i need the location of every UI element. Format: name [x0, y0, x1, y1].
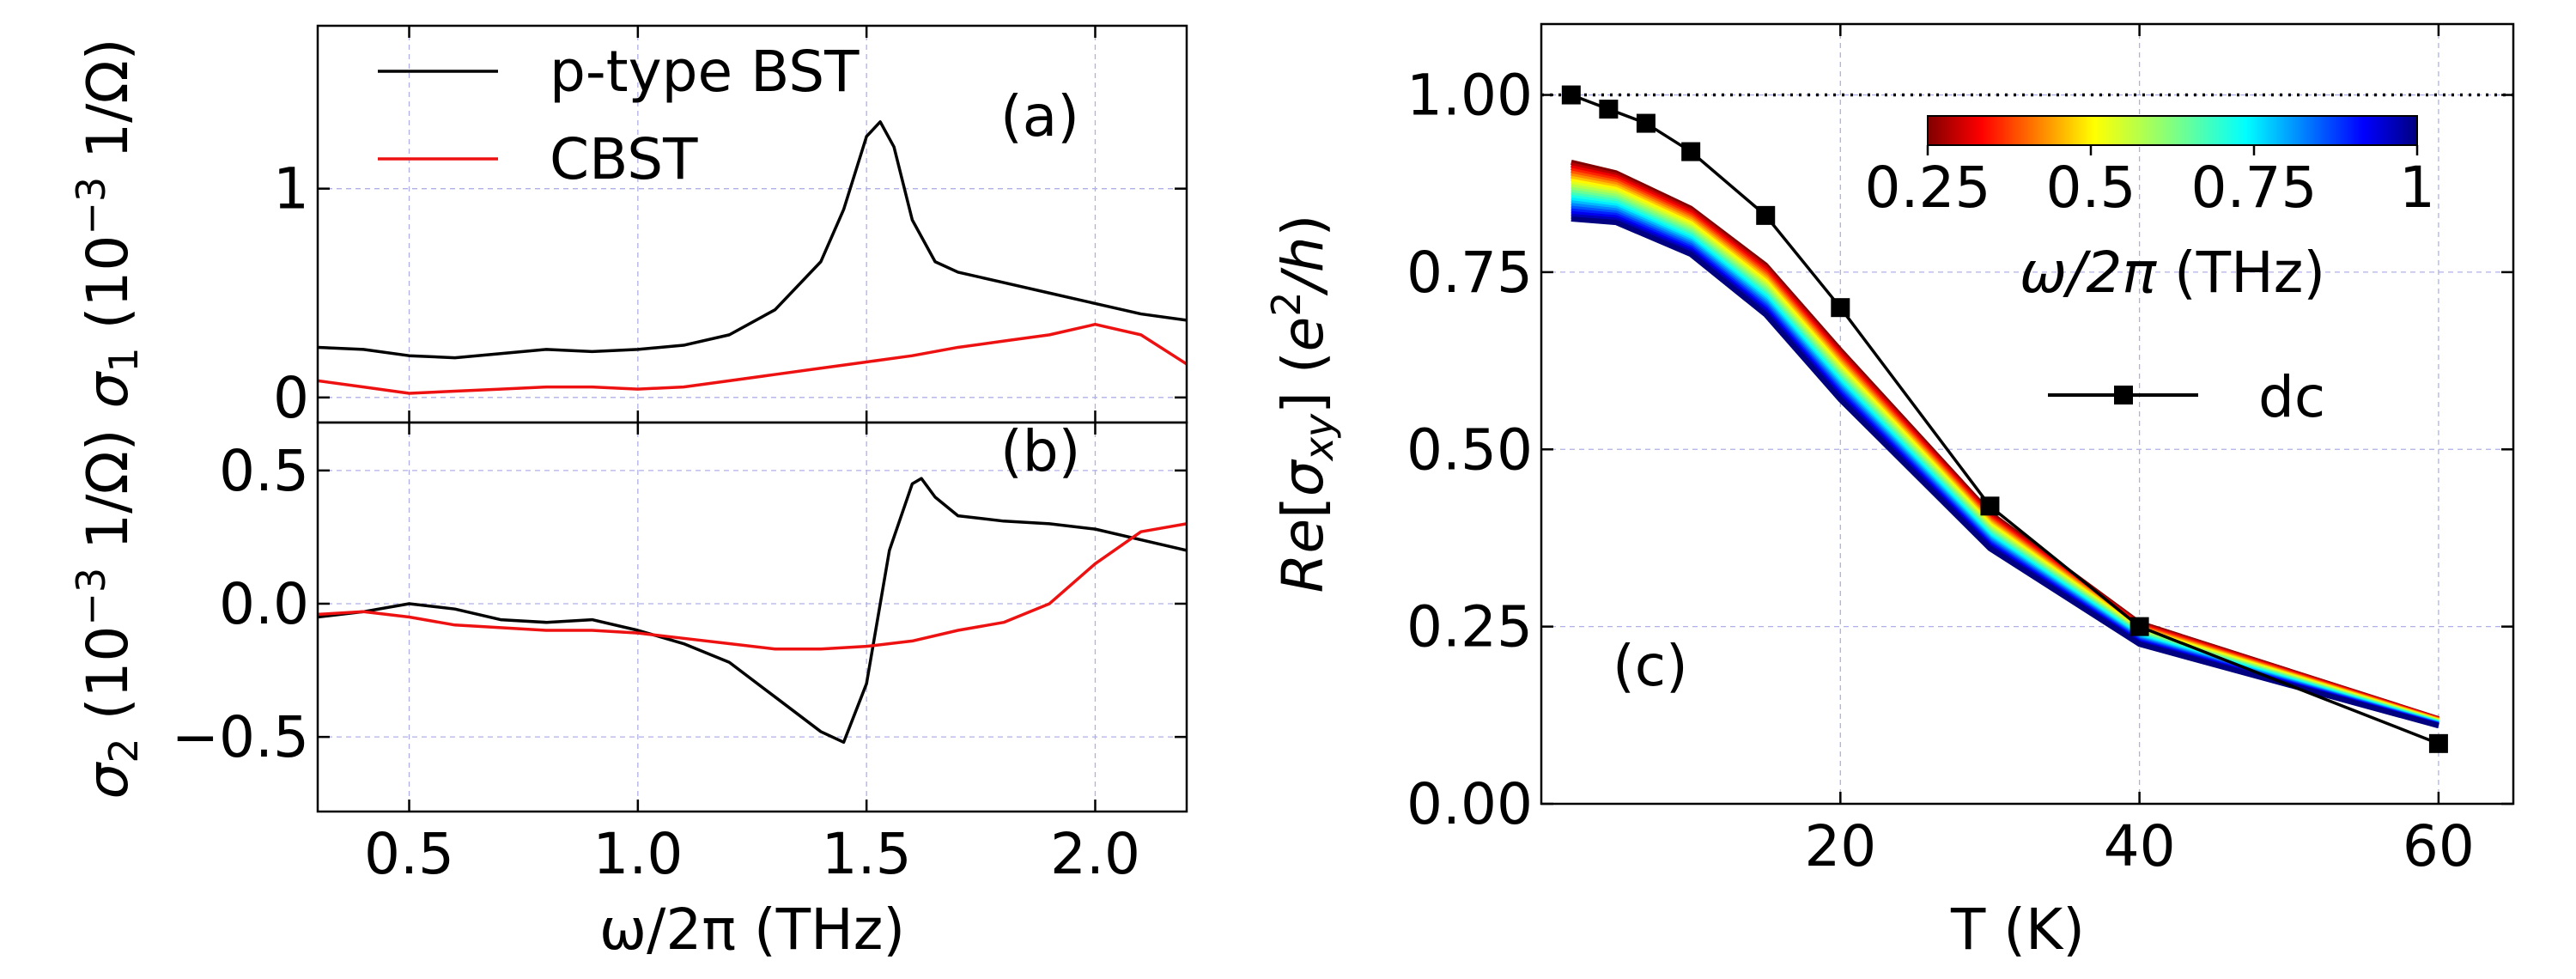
panel-c-ylabel-end: ) [1270, 215, 1336, 237]
colorbar-tick-label: 0.75 [2191, 155, 2318, 221]
x-tick-label: 2.0 [1050, 821, 1140, 887]
x-tick-label: 20 [1804, 813, 1876, 879]
panel-c-ticks: 0.00 0.25 0.50 0.75 1.00 20 40 60 [1406, 24, 2513, 879]
y-tick-label: 0.5 [219, 438, 309, 504]
panel-b-xlabel: ω/2π (THz) [599, 897, 905, 963]
dc-marker [1599, 100, 1619, 119]
dc-legend-label: dc [2258, 364, 2325, 430]
panel-b-grid [318, 423, 1187, 812]
x-tick-label: 40 [2104, 813, 2176, 879]
colorbar-gradient [1927, 115, 2418, 146]
series-line-p-type-bst [318, 477, 1187, 745]
y-tick-label: 1.00 [1406, 63, 1533, 129]
panel-b-frame [316, 421, 1188, 813]
dc-marker [1980, 496, 2000, 516]
dc-marker [1831, 298, 1850, 318]
panel-c-ylabel-sigma: σ [1270, 459, 1336, 496]
dc-marker [1681, 142, 1701, 161]
series-line-p-type-bst [318, 120, 1187, 360]
panel-b-ticks: −0.5 0.0 0.5 0.5 1.0 1.5 2.0 [172, 423, 1187, 887]
colorbar-label: ω/2π (THz) [2020, 240, 2325, 306]
panel-a-ylabel-exp: −3 [68, 177, 114, 235]
panel-a-ylabel-symbol: σ [75, 371, 141, 409]
panel-b-marks [318, 477, 1187, 745]
colorbar-tick-label: 1 [2399, 155, 2435, 221]
y-tick-label: 0 [273, 365, 309, 431]
series-line-cbst [318, 322, 1187, 395]
panel-a-marks [318, 120, 1187, 395]
x-tick-label: 60 [2403, 813, 2475, 879]
legend: p-type BST CBST [378, 39, 860, 192]
panel-b-ylabel: σ2 (10−3 1/Ω) [68, 429, 147, 799]
panel-c-marks [1541, 85, 2513, 753]
panel-c-ylabel-h: /h [1270, 236, 1336, 295]
dc-marker [1756, 205, 1776, 225]
series-line-cbst [318, 522, 1187, 651]
panel-a-ylabel-units: (10 [75, 235, 141, 348]
y-tick-label: 0.25 [1406, 594, 1533, 660]
x-tick-label: 1.0 [592, 821, 683, 887]
legend-label-p-type-bst: p-type BST [550, 39, 860, 105]
panel-b: −0.5 0.0 0.5 0.5 1.0 1.5 2.0 (b) σ2 (10−3 1/Ω)… [68, 418, 1188, 963]
panel-a-ylabel-sub: 1 [100, 347, 147, 372]
panel-c-label: (c) [1613, 633, 1688, 699]
x-tick-label: 1.5 [822, 821, 912, 887]
y-tick-label: 0.00 [1406, 771, 1533, 837]
panel-c-ylabel-e: e [1270, 317, 1336, 352]
dc-legend-marker [2114, 386, 2133, 404]
dc-marker [2129, 617, 2149, 636]
panel-c-ylabel-sub: xy [1296, 413, 1342, 462]
panel-a-ticks: 01 [273, 26, 1187, 431]
ac-curve [1571, 216, 2439, 729]
y-tick-label: 1 [273, 156, 309, 222]
panel-c-ylabel: Re[σxy] (e2/h) [1263, 215, 1342, 593]
dc-marker [2428, 733, 2448, 753]
panel-b-ylabel-tail: 1/Ω) [75, 429, 141, 567]
dc-marker [1561, 85, 1581, 105]
panel-c-xlabel: T (K) [1950, 897, 2085, 963]
y-tick-label: −0.5 [172, 704, 309, 770]
colorbar-tick-label: 0.5 [2046, 155, 2136, 221]
y-tick-label: 0.75 [1406, 240, 1533, 306]
panel-b-ylabel-units: (10 [75, 626, 141, 739]
y-tick-label: 0.0 [219, 571, 309, 637]
panel-a-ylabel-tail: 1/Ω) [75, 38, 141, 176]
colorbar: 0.25 0.5 0.75 1 ω/2π (THz) [1865, 115, 2435, 306]
dc-marker [1636, 113, 1656, 133]
x-tick-label: 0.5 [364, 821, 454, 887]
colorbar-label-units: (THz) [2156, 240, 2325, 306]
panel-b-label: (b) [1000, 418, 1080, 484]
panel-a-label: (a) [1000, 83, 1079, 149]
panel-b-ylabel-symbol: σ [75, 762, 141, 800]
panel-b-ylabel-exp: −3 [68, 568, 114, 626]
colorbar-ticks: 0.25 0.5 0.75 1 [1865, 145, 2435, 221]
colorbar-label-omega: ω/2π [2020, 240, 2157, 306]
y-tick-label: 0.50 [1406, 417, 1533, 483]
panel-b-ylabel-sub: 2 [100, 738, 147, 763]
colorbar-tick-label: 0.25 [1865, 155, 1991, 221]
panel-a: 01 (a) p-type BST CBST σ1 (10−3 1/Ω) [68, 24, 1188, 431]
dc-legend: dc [2048, 364, 2325, 430]
panel-a-ylabel: σ1 (10−3 1/Ω) [68, 38, 147, 408]
panel-c-ylabel-e-exp: 2 [1263, 291, 1309, 316]
panel-c-frame [1540, 22, 2515, 806]
panel-c-ylabel-re: Re [1270, 519, 1336, 593]
panel-c-ylabel-close: ] ( [1270, 351, 1336, 413]
panel-c-ylabel-bracket: [ [1270, 496, 1336, 519]
legend-label-cbst: CBST [550, 126, 698, 192]
